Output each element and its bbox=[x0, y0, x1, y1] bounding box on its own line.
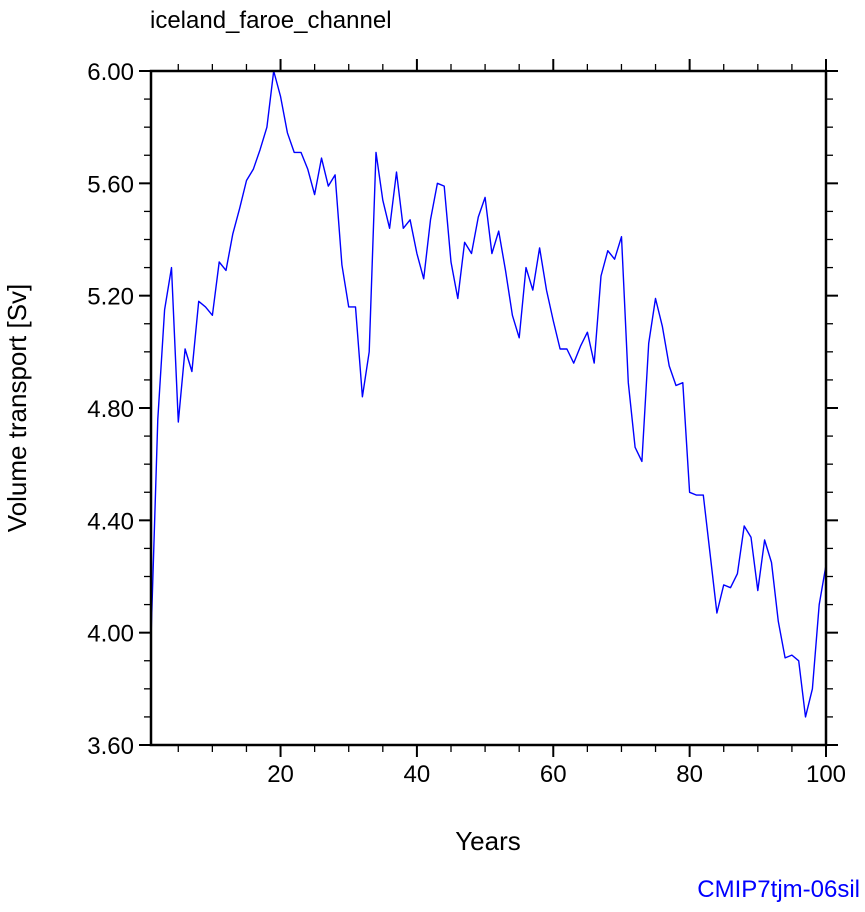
x-tick-label: 100 bbox=[806, 761, 846, 788]
axis-ticks bbox=[139, 59, 838, 757]
x-tick-label: 60 bbox=[540, 761, 567, 788]
footer-label: CMIP7tjm-06sil bbox=[697, 876, 860, 903]
y-tick-label: 5.60 bbox=[87, 171, 134, 198]
plot-frame bbox=[149, 69, 828, 747]
series-layer bbox=[150, 70, 827, 718]
y-tick-label: 4.00 bbox=[87, 621, 134, 648]
y-tick-label: 4.40 bbox=[87, 508, 134, 535]
x-tick-label: 20 bbox=[267, 761, 294, 788]
chart-title: iceland_faroe_channel bbox=[150, 7, 392, 34]
y-tick-label: 5.20 bbox=[87, 284, 134, 311]
tick-labels: 20 40 60 80 100 3.60 4.00 4.40 4.80 5.20 5.60 6.00 bbox=[87, 59, 846, 788]
series-line bbox=[150, 70, 827, 718]
y-tick-label: 4.80 bbox=[87, 396, 134, 423]
x-axis-label: Years bbox=[455, 826, 521, 856]
y-axis-label: Volume transport [Sv] bbox=[2, 284, 32, 533]
y-tick-label: 6.00 bbox=[87, 59, 134, 86]
x-tick-label: 80 bbox=[676, 761, 703, 788]
y-tick-label: 3.60 bbox=[87, 733, 134, 760]
x-tick-label: 40 bbox=[404, 761, 431, 788]
